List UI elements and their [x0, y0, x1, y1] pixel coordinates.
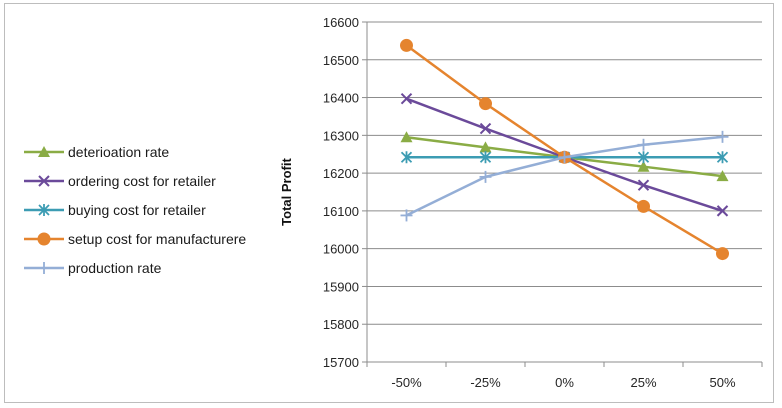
- data-point: [400, 209, 413, 222]
- data-point: [38, 175, 50, 187]
- data-point: [479, 151, 492, 164]
- x-tick-label: 0%: [555, 375, 574, 390]
- x-tick-label: -25%: [470, 375, 501, 390]
- data-point: [38, 204, 50, 216]
- legend-item: setup cost for manufacturere: [24, 231, 246, 247]
- x-tick-label: 50%: [709, 375, 735, 390]
- legend-item: ordering cost for retailer: [24, 173, 216, 189]
- gridlines: [362, 21, 763, 367]
- data-point-stroke: [38, 175, 50, 187]
- data-point: [38, 146, 50, 157]
- y-tick-label: 16100: [323, 204, 359, 219]
- legend-label: deterioation rate: [68, 144, 169, 160]
- y-tick-labels: 16600 16500 16400 16300 16200 16100 16000 15900…: [323, 15, 359, 370]
- y-tick-label: 16300: [323, 128, 359, 143]
- chart-frame: [4, 3, 774, 403]
- y-tick-label: 15900: [323, 279, 359, 294]
- legend-label: buying cost for retailer: [68, 202, 206, 218]
- y-tick-label: 16500: [323, 53, 359, 68]
- data-point: [637, 160, 650, 172]
- data-point: [479, 141, 492, 153]
- legend: deterioation rate ordering cost for retai…: [24, 144, 246, 276]
- y-tick-label: 15700: [323, 355, 359, 370]
- data-point: [479, 170, 492, 183]
- y-tick-label: 16600: [323, 15, 359, 30]
- data-point: [716, 247, 729, 261]
- legend-item: production rate: [24, 260, 162, 276]
- y-tick-label: 16400: [323, 91, 359, 106]
- data-point: [716, 170, 729, 182]
- data-point: [400, 38, 413, 52]
- y-tick-label: 16000: [323, 242, 359, 257]
- legend-label: production rate: [68, 260, 162, 276]
- y-axis-title: Total Profit: [279, 158, 294, 226]
- series-lines: [400, 38, 729, 261]
- data-point: [479, 97, 492, 111]
- data-point-stroke: [400, 92, 413, 105]
- data-point-stroke: [716, 205, 729, 217]
- x-tick-label: -50%: [391, 375, 422, 390]
- data-point: [37, 232, 51, 246]
- data-point: [479, 122, 492, 135]
- data-point: [716, 130, 729, 143]
- x-tick-label: 25%: [630, 375, 656, 390]
- series-3: [400, 38, 729, 261]
- data-point: [400, 151, 413, 164]
- data-point: [637, 151, 650, 164]
- legend-label: ordering cost for retailer: [68, 173, 216, 189]
- data-point: [716, 151, 729, 164]
- legend-item: deterioation rate: [24, 144, 169, 160]
- x-tick-labels: -50% -25% 0% 25% 50%: [391, 375, 736, 390]
- data-point-stroke: [637, 179, 650, 191]
- y-tick-label: 16200: [323, 166, 359, 181]
- data-point: [637, 179, 650, 191]
- data-point: [558, 151, 571, 164]
- series-line: [405, 44, 724, 255]
- data-point: [637, 199, 650, 213]
- series-4: [400, 130, 729, 222]
- data-point: [400, 131, 413, 143]
- legend-item: buying cost for retailer: [24, 202, 206, 218]
- data-point: [716, 205, 729, 217]
- data-point: [400, 92, 413, 105]
- legend-label: setup cost for manufacturere: [68, 231, 246, 247]
- data-point: [38, 262, 50, 274]
- series-line: [405, 135, 723, 217]
- data-point: [637, 138, 650, 151]
- data-point-stroke: [479, 122, 492, 135]
- y-tick-label: 15800: [323, 317, 359, 332]
